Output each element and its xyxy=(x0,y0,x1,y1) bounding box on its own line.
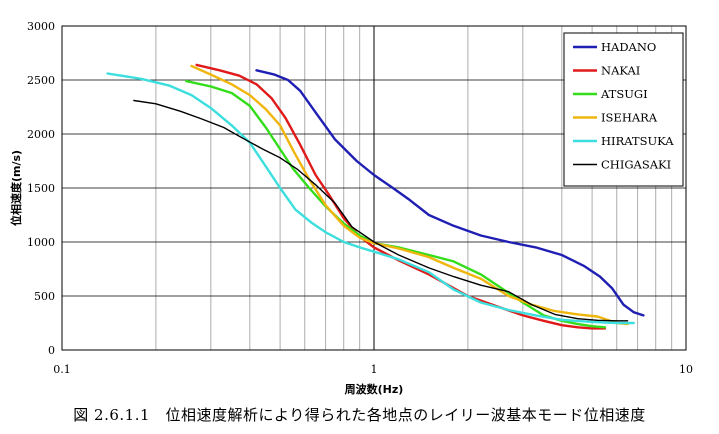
y-tick-label: 1500 xyxy=(27,182,55,195)
x-tick-label: 10 xyxy=(679,363,693,376)
series-line-hadano xyxy=(255,69,645,317)
legend-label-chigasaki: CHIGASAKI xyxy=(601,158,671,172)
legend-label-isehara: ISEHARA xyxy=(601,111,658,125)
legend-label-atsugi: ATSUGI xyxy=(600,87,648,101)
legend-label-nakai: NAKAI xyxy=(601,64,640,78)
plot-frame xyxy=(61,25,687,351)
x-tick-label: 1 xyxy=(371,363,378,376)
y-tick-label: 0 xyxy=(48,344,55,357)
series-line-hiratsuka xyxy=(106,72,635,325)
y-tick-label: 2000 xyxy=(27,128,55,141)
series-line-isehara xyxy=(190,64,629,326)
y-tick-label: 3000 xyxy=(27,20,55,33)
legend: HADANO NAKAI ATSUGI ISEHARA HIRATSUKA CHIGASA… xyxy=(563,32,684,187)
legend-label-hadano: HADANO xyxy=(601,40,656,54)
y-axis-label: 位相速度(m/s) xyxy=(9,150,23,226)
y-tick-label: 2500 xyxy=(27,74,55,87)
legend-box xyxy=(563,32,684,187)
y-axis-ticks: 0 500 1000 1500 2000 2500 3000 xyxy=(27,20,55,357)
legend-label-hiratsuka: HIRATSUKA xyxy=(601,134,674,148)
y-tick-label: 1000 xyxy=(27,236,55,249)
figure-caption: 図 2.6.1.1 位相速度解析により得られた各地点のレイリー波基本モード位相速… xyxy=(73,406,646,424)
x-axis-ticks: 0.1 1 10 xyxy=(53,363,693,376)
series-lines xyxy=(106,63,645,330)
series-line-nakai xyxy=(195,63,607,330)
x-tick-label: 0.1 xyxy=(53,363,71,376)
series-line-chigasaki xyxy=(133,99,629,322)
y-tick-label: 500 xyxy=(34,290,55,303)
x-axis-label: 周波数(Hz) xyxy=(345,382,404,396)
